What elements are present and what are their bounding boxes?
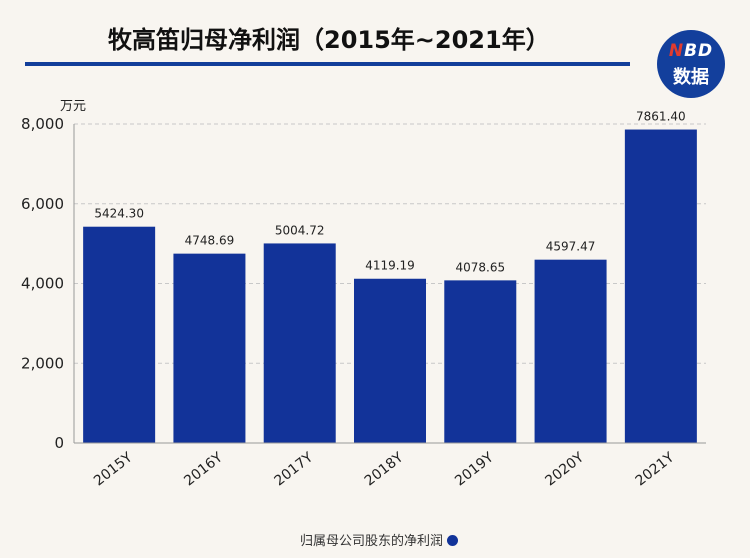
data-label: 5004.72 — [275, 223, 325, 237]
data-label: 4597.47 — [546, 240, 596, 254]
bar — [354, 278, 426, 443]
legend-label: 归属母公司股东的净利润 — [300, 534, 444, 549]
y-axis-unit: 万元 — [60, 99, 87, 114]
chart-title: 牧高笛归母净利润（2015年~2021年） — [108, 26, 550, 54]
title-underline — [25, 62, 630, 66]
data-label: 7861.40 — [636, 110, 686, 124]
x-tick-label: 2018Y — [362, 449, 407, 489]
x-tick-label: 2021Y — [633, 449, 678, 489]
y-tick-label: 6,000 — [21, 195, 64, 213]
y-tick-label: 4,000 — [21, 275, 64, 293]
data-label: 5424.30 — [94, 207, 144, 221]
bar — [624, 129, 697, 443]
logo-top-text: NBD — [668, 41, 714, 61]
data-label: 4748.69 — [185, 234, 235, 248]
nbd-logo: NBD 数据 — [657, 30, 725, 98]
data-label: 4119.19 — [365, 259, 415, 273]
bar — [83, 226, 156, 443]
bar — [534, 259, 607, 443]
data-label: 4078.65 — [455, 260, 505, 274]
x-tick-label: 2015Y — [91, 449, 136, 489]
x-tick-label: 2019Y — [452, 449, 497, 489]
bar — [444, 280, 517, 443]
y-tick-label: 0 — [54, 434, 64, 452]
y-tick-label: 8,000 — [21, 115, 64, 133]
logo-bottom-text: 数据 — [673, 67, 709, 88]
x-tick-label: 2020Y — [542, 449, 587, 489]
x-tick-label: 2017Y — [272, 449, 317, 489]
bar — [173, 253, 246, 443]
bar — [263, 243, 336, 443]
legend: 归属母公司股东的净利润 — [300, 530, 459, 549]
legend-swatch — [447, 535, 459, 546]
x-tick-label: 2016Y — [181, 449, 226, 489]
y-tick-label: 2,000 — [21, 354, 64, 372]
